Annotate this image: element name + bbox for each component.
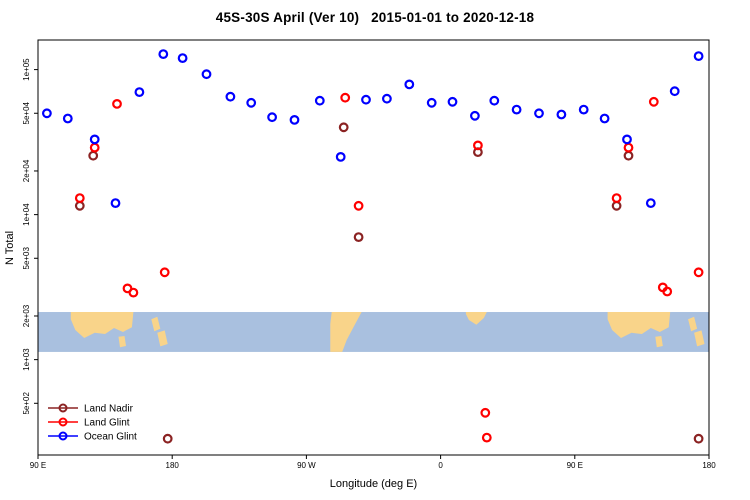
- data-point: [623, 142, 634, 153]
- land-new-zealand-north-2: [688, 316, 698, 332]
- data-point: [481, 432, 492, 443]
- x-tick-label: 90 E: [567, 461, 583, 470]
- legend-label: Land Nadir: [84, 404, 134, 415]
- x-tick-label: 0: [438, 461, 443, 470]
- data-point: [669, 86, 680, 97]
- data-point: [335, 151, 346, 162]
- legend-point-icon: [58, 417, 68, 427]
- data-point: [447, 96, 458, 107]
- data-point: [599, 113, 610, 124]
- legend-point-icon: [58, 403, 68, 413]
- data-point: [480, 407, 491, 418]
- data-point: [623, 150, 634, 161]
- data-point: [611, 193, 622, 204]
- land-australia-2: [607, 312, 671, 338]
- data-point: [382, 93, 392, 104]
- x-tick-label: 180: [166, 461, 180, 470]
- land-new-zealand-south: [157, 330, 168, 347]
- x-tick-label: 90 E: [30, 461, 46, 470]
- land-africa: [465, 312, 487, 325]
- data-point: [693, 51, 704, 61]
- map-ocean: [38, 312, 709, 352]
- data-point: [622, 134, 632, 145]
- data-point: [693, 267, 704, 278]
- x-tick-label: 90 W: [297, 461, 316, 470]
- data-point: [340, 92, 351, 103]
- data-point: [162, 433, 173, 444]
- data-point: [289, 114, 300, 125]
- plot-border: [37, 39, 710, 456]
- chart-title: 45S-30S April (Ver 10) 2015-01-01 to 202…: [215, 10, 535, 25]
- data-point: [134, 87, 145, 97]
- data-point: [74, 200, 85, 211]
- legend-item-ocean-glint: Ocean Glint: [48, 431, 137, 443]
- data-point: [556, 109, 567, 120]
- data-point: [89, 134, 100, 145]
- data-point: [693, 433, 704, 444]
- data-point: [662, 286, 673, 297]
- data-point: [159, 267, 170, 278]
- legend-item-land-nadir: Land Nadir: [48, 403, 134, 415]
- data-point: [128, 287, 139, 298]
- y-tick-label: 5e+04: [22, 101, 31, 124]
- legend-label: Ocean Glint: [84, 432, 137, 443]
- y-tick-label: 2e+03: [22, 304, 31, 327]
- data-point: [338, 122, 349, 133]
- data-point: [648, 96, 659, 107]
- data-point: [42, 108, 52, 119]
- land-new-zealand-south-2: [694, 330, 705, 347]
- series-land-glint: [74, 92, 704, 443]
- data-point: [353, 200, 364, 211]
- data-point: [489, 95, 500, 106]
- legend-point-icon: [58, 431, 68, 441]
- data-point: [89, 142, 100, 153]
- legend-item-land-glint: Land Glint: [48, 417, 130, 429]
- land-australia: [70, 312, 134, 338]
- data-point: [645, 198, 656, 209]
- data-point: [361, 94, 371, 105]
- land-tasmania: [118, 336, 126, 348]
- data-point: [470, 110, 480, 121]
- data-point: [246, 97, 257, 108]
- x-axis-label: Longitude (deg E): [329, 478, 418, 490]
- data-point: [611, 200, 622, 211]
- series-ocean-glint: [42, 49, 704, 209]
- y-tick-label: 2e+04: [22, 159, 31, 182]
- data-point: [88, 150, 99, 161]
- land-new-zealand-north: [151, 316, 161, 332]
- y-tick-label: 1e+04: [22, 203, 31, 226]
- data-point: [177, 53, 188, 63]
- data-point: [314, 95, 325, 106]
- data-point: [578, 104, 589, 115]
- data-point: [404, 79, 415, 90]
- data-point: [534, 108, 544, 119]
- data-point: [74, 193, 85, 204]
- data-point: [353, 232, 364, 243]
- y-tick-label: 5e+03: [22, 246, 31, 269]
- data-point: [62, 113, 73, 124]
- data-point: [473, 140, 483, 151]
- data-point: [426, 97, 437, 108]
- series-land-nadir: [74, 122, 704, 444]
- legend-label: Land Glint: [84, 418, 130, 429]
- data-point: [110, 198, 121, 209]
- y-tick-label: 1e+03: [22, 348, 31, 371]
- y-tick-label: 5e+02: [22, 392, 31, 415]
- data-point: [201, 69, 212, 80]
- x-tick-label: 180: [702, 461, 716, 470]
- data-point: [511, 104, 522, 115]
- land-south-america: [330, 312, 362, 352]
- data-point: [267, 112, 278, 123]
- data-point: [158, 49, 169, 59]
- data-point: [225, 91, 236, 102]
- data-point: [112, 98, 122, 109]
- map-band: [38, 312, 709, 352]
- y-tick-label: 1e+05: [22, 58, 31, 81]
- land-tasmania-2: [655, 336, 663, 348]
